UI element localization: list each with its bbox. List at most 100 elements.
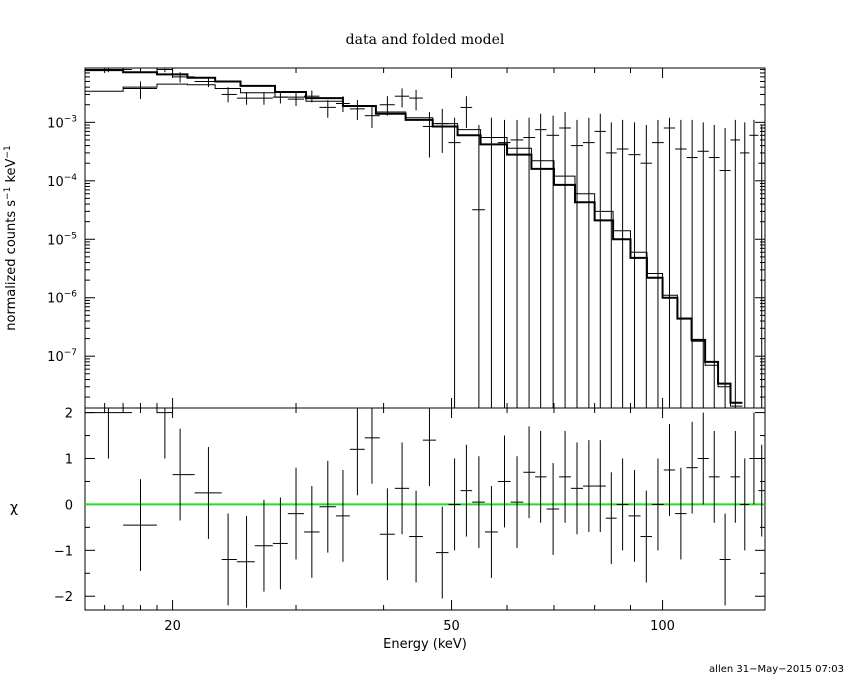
data-point: [559, 112, 571, 408]
x-tick-label: 20: [164, 619, 181, 634]
residual-point: [708, 430, 720, 523]
data-point: [616, 119, 629, 408]
residual-point: [749, 412, 759, 505]
residual-point: [435, 506, 449, 599]
footer-timestamp: allen 31−May−2015 07:03: [709, 664, 844, 675]
residual-point: [559, 430, 571, 523]
y-tick-mantissa: 10: [47, 175, 64, 190]
residual-point: [272, 497, 288, 590]
y-tick-label: 10−5: [47, 231, 77, 248]
residual-point: [194, 447, 222, 539]
residual-point: [697, 412, 709, 505]
residual-point: [730, 430, 741, 523]
data-point: [287, 92, 305, 107]
residual-point: [758, 444, 765, 537]
residual-point: [510, 456, 524, 549]
data-point: [364, 106, 380, 129]
bottom-panel-frame: [84, 407, 766, 611]
residual-point: [663, 424, 676, 516]
x-tick-label: 100: [650, 619, 675, 634]
residual-point: [254, 499, 273, 592]
residual-point: [640, 490, 653, 583]
ylabel-exp1: −1: [3, 187, 13, 200]
model-thick-curve: [85, 69, 743, 404]
data-point: [448, 117, 461, 408]
y-tick-label: −2: [54, 590, 73, 605]
data-point: [594, 113, 606, 408]
data-point: [409, 89, 423, 111]
residual-point: [523, 426, 536, 519]
residual-point: [628, 469, 641, 562]
bottom-y-axis-label: χ: [10, 500, 18, 516]
data-point: [652, 119, 664, 408]
top-y-tick-labels: 10−310−410−510−610−7: [47, 114, 77, 365]
y-tick-mantissa: 10: [47, 116, 64, 131]
residual-point: [497, 435, 511, 528]
data-point: [605, 122, 617, 408]
data-point: [749, 119, 759, 408]
data-point: [523, 117, 536, 408]
data-point: [675, 119, 687, 408]
data-point: [319, 100, 336, 118]
data-point: [472, 125, 485, 408]
residual-point: [740, 458, 750, 551]
data-point: [510, 119, 524, 408]
data-point: [254, 92, 273, 105]
residual-point: [349, 408, 365, 496]
y-tick-mantissa: 10: [47, 350, 64, 365]
residual-point: [570, 442, 583, 535]
y-tick-exponent: −7: [64, 348, 77, 358]
y-tick-label: −1: [54, 544, 73, 559]
model-thin-path: [85, 83, 743, 407]
ylabel-mid: keV: [4, 158, 19, 186]
y-tick-exponent: −6: [64, 290, 78, 300]
residual-point: [448, 458, 461, 551]
residual-point: [460, 444, 473, 537]
data-point: [435, 108, 449, 153]
bottom-panel-border: [84, 407, 766, 611]
residual-point: [582, 440, 595, 532]
residual-point: [686, 421, 698, 514]
data-points: [85, 68, 765, 408]
data-point: [172, 72, 195, 83]
bottom-y-tick-labels: 2 1 0 −1 −2: [54, 407, 73, 606]
residual-point: [719, 513, 731, 606]
residual-point: [172, 428, 195, 521]
bottom-panel-ticks: [84, 408, 765, 610]
data-point: [497, 119, 511, 408]
residual-point: [236, 515, 255, 608]
y-tick-label: 2: [65, 407, 73, 422]
data-point: [719, 128, 731, 408]
data-point: [460, 96, 473, 129]
data-point: [730, 119, 741, 408]
data-point: [349, 100, 365, 120]
data-point: [272, 91, 288, 104]
y-tick-label: 1: [65, 453, 73, 468]
data-point: [194, 76, 222, 88]
data-point: [546, 115, 560, 408]
x-tick-labels: 20 50 100: [164, 619, 675, 634]
data-point: [697, 122, 709, 408]
data-point: [236, 92, 255, 105]
data-point: [708, 125, 720, 408]
x-axis-label: Energy (keV): [383, 637, 467, 652]
residual-point: [535, 430, 547, 523]
residual-point: [156, 408, 173, 459]
y-tick-exponent: −4: [64, 173, 78, 183]
data-point: [663, 117, 676, 408]
residual-point: [319, 460, 336, 553]
model-thick-path: [85, 69, 743, 404]
residual-point: [616, 458, 629, 551]
y-tick-exponent: −5: [64, 231, 77, 241]
data-point: [570, 119, 583, 408]
residual-points: [85, 408, 765, 608]
residual-point: [422, 408, 436, 487]
residual-point: [675, 467, 687, 560]
y-tick-label: 10−7: [47, 348, 77, 365]
residual-point: [379, 488, 395, 581]
residual-point: [594, 440, 606, 532]
chart-title: data and folded model: [346, 32, 505, 48]
residual-point: [221, 513, 237, 606]
y-tick-label: 0: [65, 498, 73, 513]
